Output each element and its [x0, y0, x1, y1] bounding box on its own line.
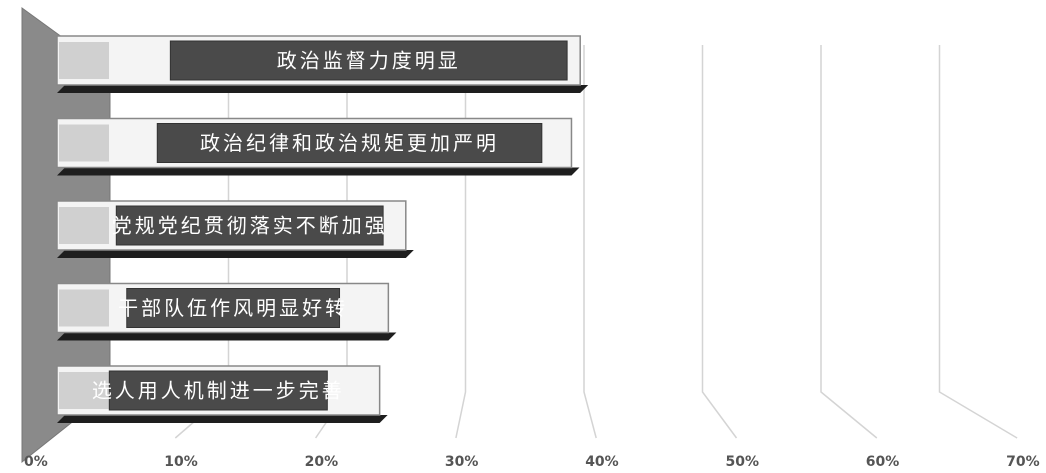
gridline — [455, 45, 467, 439]
bar: 政治监督力度明显 — [56, 35, 589, 93]
bar: 干部队伍作风明显好转 — [56, 282, 397, 341]
bars: 政治监督力度明显政治纪律和政治规矩更加严明党规党纪贯彻落实不断加强干部队伍作风明… — [56, 35, 589, 423]
bar-left-shade — [59, 42, 109, 79]
x-tick-label: 40% — [585, 454, 619, 470]
bar-left-shade — [59, 207, 109, 244]
bar-bottom-face — [57, 250, 414, 258]
bar-bottom-face — [57, 85, 589, 93]
bar-inner — [108, 370, 328, 411]
bar-left-shade — [59, 124, 109, 162]
bar-label: 党规党纪贯彻落实不断加强 — [112, 214, 388, 238]
bar-bottom-face — [57, 167, 580, 176]
x-tick-label: 60% — [866, 454, 900, 470]
bar-bottom-face — [57, 415, 388, 423]
bar-label: 政治监督力度明显 — [277, 49, 461, 73]
bar-inner — [156, 123, 543, 163]
x-tick-label: 50% — [726, 454, 760, 470]
gridline — [701, 45, 738, 439]
bar-inner — [115, 205, 384, 246]
bar: 选人用人机制进一步完善 — [56, 365, 388, 423]
bar-inner — [169, 40, 568, 81]
bar-bottom-face — [57, 332, 397, 341]
x-tick-label: 10% — [164, 454, 198, 470]
bar-inner — [126, 288, 341, 328]
x-tick-label: 70% — [1006, 454, 1040, 470]
gridline — [583, 45, 597, 439]
bar: 党规党纪贯彻落实不断加强 — [56, 200, 414, 258]
bar-left-shade — [59, 289, 109, 327]
bar-label: 干部队伍作风明显好转 — [118, 296, 348, 320]
x-tick-label: 30% — [445, 454, 479, 470]
x-tick-label: 20% — [305, 454, 339, 470]
bar: 政治纪律和政治规矩更加严明 — [56, 117, 580, 176]
x-tick-label: 0% — [24, 454, 48, 470]
x-axis-ticks: 0% 10% 20% 30% 40% 50% 60% 70% — [24, 454, 1040, 470]
gridline — [820, 45, 878, 439]
bar-label: 政治纪律和政治规矩更加严明 — [200, 131, 499, 155]
gridline — [938, 45, 1018, 439]
bar-label: 选人用人机制进一步完善 — [92, 379, 345, 403]
bar-left-shade — [59, 372, 109, 409]
